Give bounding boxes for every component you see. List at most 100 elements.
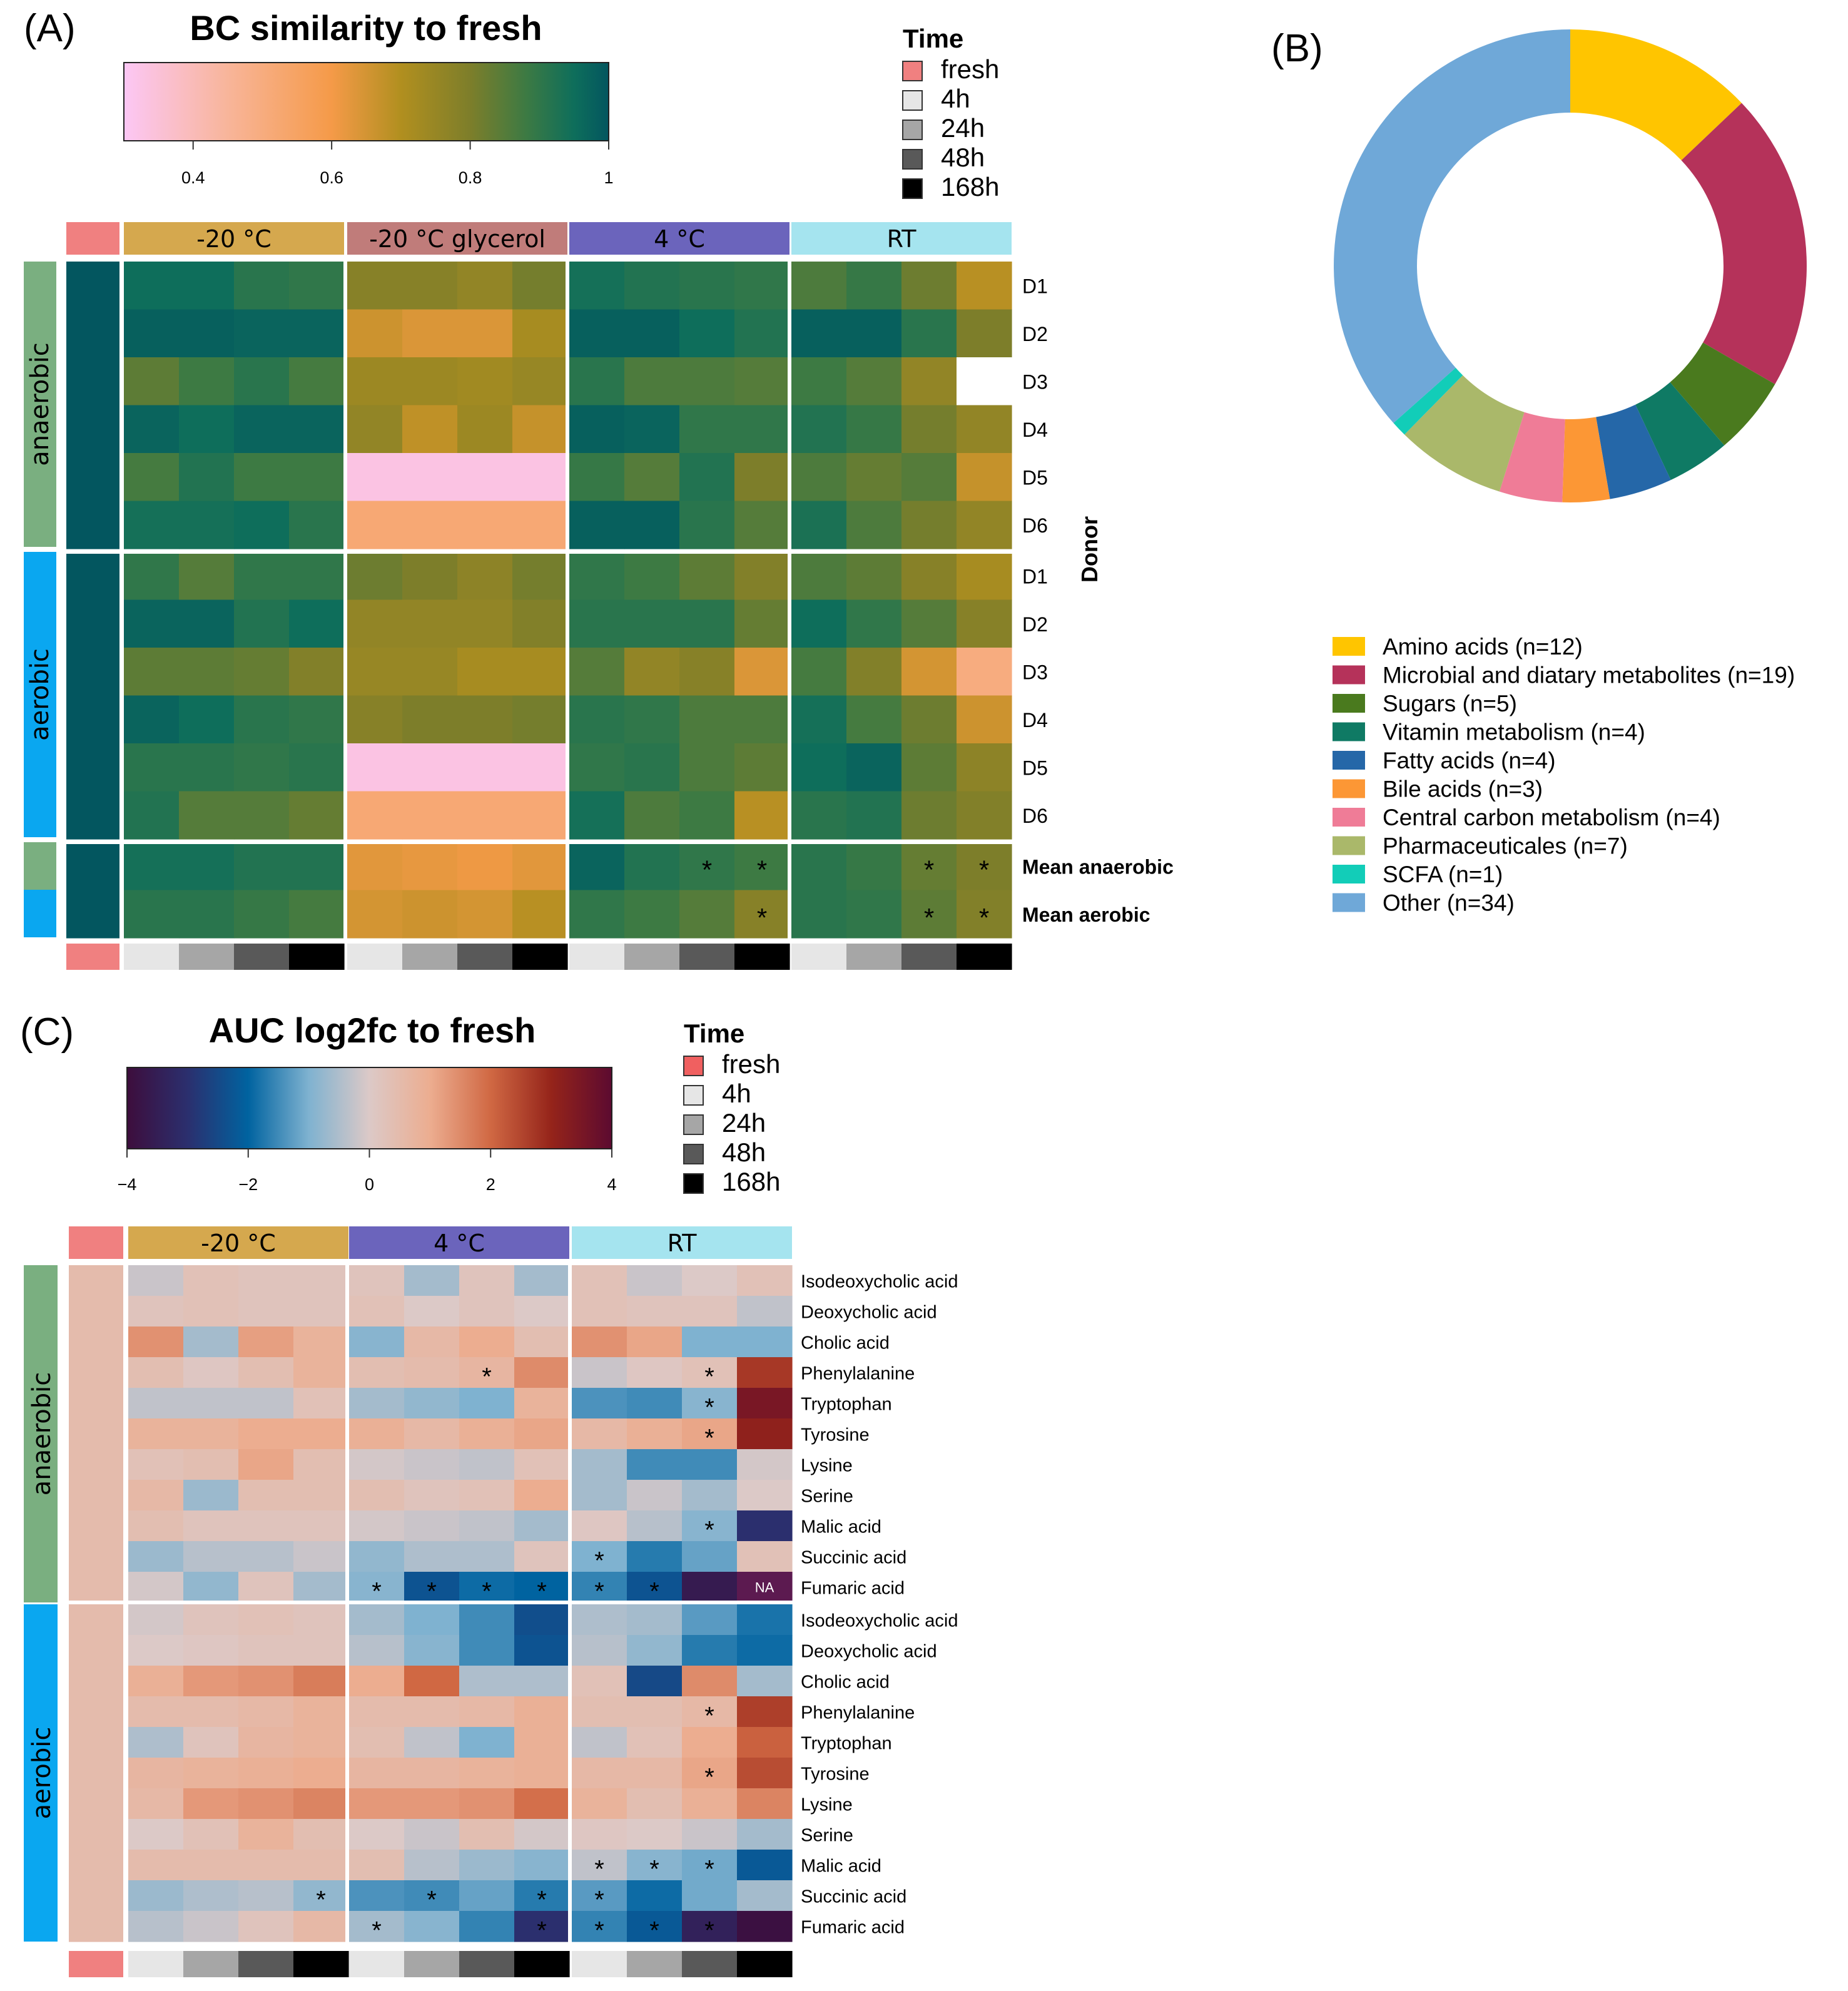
aerobic-cell — [627, 1819, 683, 1850]
aerobic-cell — [179, 599, 235, 648]
anaerobic-cell — [238, 1572, 294, 1603]
bottom-time-swatch — [293, 1951, 349, 1977]
aerobic-cell — [512, 743, 568, 792]
aerobic-cell — [289, 695, 345, 744]
donut-slice — [1404, 375, 1525, 492]
aerobic-cell — [791, 695, 847, 744]
aerobic-cell — [512, 552, 568, 601]
significance-star: * — [594, 1547, 604, 1575]
aerobic-cell — [791, 648, 847, 696]
aerobic-fresh-cell — [69, 1696, 123, 1728]
time-legend-swatch — [902, 90, 923, 111]
aerobic-cell — [459, 1635, 515, 1666]
significance-star: * — [757, 903, 767, 932]
anaerobic-fresh-cell — [69, 1265, 123, 1296]
aerobic-cell — [737, 1604, 793, 1636]
mean-row-label: Mean anaerobic — [1022, 855, 1174, 878]
bottom-time-swatch — [737, 1951, 793, 1977]
anaerobic-cell — [183, 1572, 239, 1603]
anaerobic-cell — [901, 501, 957, 549]
anaerobic-cell — [238, 1418, 294, 1450]
anaerobic-cell — [457, 262, 513, 310]
anaerobic-cell — [569, 453, 625, 502]
anaerobic-cell — [128, 1418, 184, 1450]
anaerobic-cell — [404, 1510, 460, 1542]
anaerobic-cell — [569, 309, 625, 358]
aerobic-cell — [234, 599, 290, 648]
mean-cell — [402, 890, 458, 939]
significance-star: * — [649, 1917, 659, 1945]
aerobic-cell — [234, 648, 290, 696]
anaerobic-cell — [402, 357, 458, 406]
time-legend-title: Time — [903, 24, 963, 53]
anaerobic-cell — [734, 262, 790, 310]
bottom-time-swatch — [846, 944, 902, 970]
significance-star: * — [702, 855, 712, 884]
bottom-time-swatch — [183, 1951, 239, 1977]
anaerobic-fresh-cell — [66, 501, 119, 549]
aerobic-cell — [459, 1788, 515, 1820]
anaerobic-cell — [682, 1572, 738, 1603]
anaerobic-fresh-cell — [69, 1480, 123, 1511]
anaerobic-cell — [183, 1418, 239, 1450]
anaerobic-cell — [183, 1326, 239, 1358]
donor-row-label: D3 — [1022, 661, 1048, 683]
aerobic-cell — [128, 1635, 184, 1666]
anaerobic-fresh-cell — [69, 1296, 123, 1327]
anaerobic-cell — [791, 405, 847, 454]
pie-legend-label: SCFA (n=1) — [1383, 862, 1503, 887]
anaerobic-cell — [293, 1510, 349, 1542]
aerobic-cell — [404, 1696, 460, 1728]
anaerobic-cell — [179, 262, 235, 310]
anaerobic-cell — [404, 1541, 460, 1572]
time-legend-swatch — [902, 120, 923, 140]
mean-cell — [734, 890, 790, 939]
metabolite-row-label: Lysine — [801, 1795, 853, 1815]
metabolite-row-label: Cholic acid — [801, 1333, 890, 1353]
aerobic-cell — [404, 1666, 460, 1697]
anaerobic-cell — [572, 1449, 627, 1480]
anaerobic-fresh-cell — [69, 1357, 123, 1388]
aerobic-cell — [234, 695, 290, 744]
anaerobic-cell — [624, 453, 680, 502]
anaerobic-cell — [402, 501, 458, 549]
aerobic-cell — [737, 1911, 793, 1942]
aerobic-cell — [179, 648, 235, 696]
aerobic-cell — [404, 1880, 460, 1912]
aerobic-cell — [124, 552, 180, 601]
donor-row-label: D2 — [1022, 613, 1048, 636]
aerobic-cell — [459, 1880, 515, 1912]
aerobic-cell — [682, 1758, 738, 1789]
metabolite-row-label: Malic acid — [801, 1856, 881, 1876]
anaerobic-cell — [238, 1449, 294, 1480]
pie-legend-swatch — [1333, 836, 1365, 855]
donor-row-label: D1 — [1022, 565, 1048, 588]
anaerobic-cell — [402, 309, 458, 358]
anaerobic-cell — [402, 405, 458, 454]
aerobic-cell — [238, 1819, 294, 1850]
bottom-time-swatch — [679, 944, 735, 970]
aerobic-cell — [238, 1758, 294, 1789]
aerobic-cell — [514, 1696, 570, 1728]
column-separator — [119, 262, 123, 939]
column-separator — [566, 262, 569, 939]
aerobic-fresh-cell — [66, 791, 119, 840]
significance-star: * — [979, 855, 989, 884]
anaerobic-cell — [846, 309, 902, 358]
aerobic-cell — [957, 648, 1012, 696]
aerobic-fresh-cell — [66, 743, 119, 792]
aerobic-cell — [734, 599, 790, 648]
metabolite-row-label: Tryptophan — [801, 1395, 892, 1415]
bottom-time-swatch — [289, 944, 345, 970]
anaerobic-cell — [572, 1388, 627, 1419]
aerobic-cell — [514, 1727, 570, 1758]
aerobic-cell — [238, 1880, 294, 1912]
mean-cell — [957, 842, 1012, 891]
aerobic-cell — [682, 1696, 738, 1728]
anaerobic-cell — [514, 1510, 570, 1542]
aerobic-fresh-cell — [69, 1604, 123, 1636]
anaerobic-cell — [457, 501, 513, 549]
aerobic-cell — [128, 1819, 184, 1850]
aerobic-cell — [627, 1880, 683, 1912]
bottom-time-swatch — [404, 1951, 460, 1977]
